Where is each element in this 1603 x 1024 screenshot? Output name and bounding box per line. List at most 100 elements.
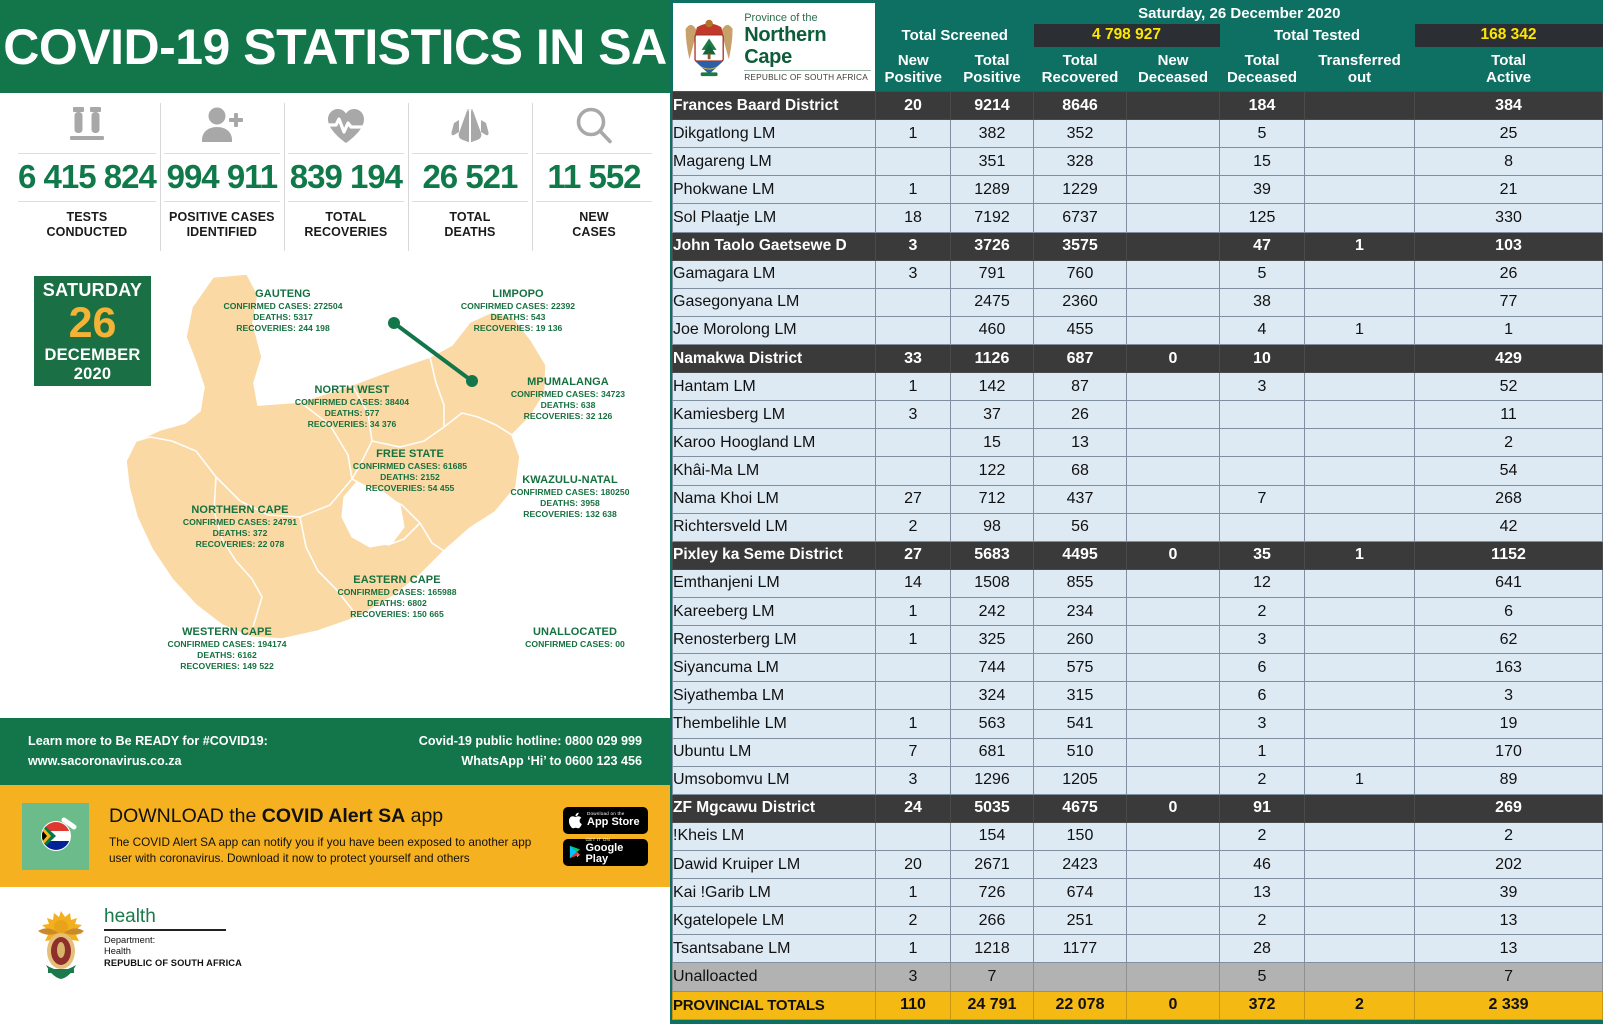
left-summary-panel: COVID-19 STATISTICS IN SA 6 415 824 TEST… (0, 0, 670, 1024)
play-main: Google Play (585, 841, 624, 866)
cell-total-deceased: 7 (1219, 484, 1305, 514)
cell-total-deceased: 5 (1219, 119, 1305, 149)
cell-total-active: 429 (1413, 343, 1603, 374)
cell-transferred-out (1304, 934, 1415, 964)
app-store-badge[interactable]: Download on the App Store (563, 806, 648, 834)
cell-transferred-out: 1 (1304, 765, 1415, 795)
province-deaths: DEATHS: 543 (490, 312, 546, 323)
cell-total-recovered: 315 (1033, 681, 1127, 711)
municipality-row: Renosterberg LM 1 325 260 3 62 (672, 625, 1603, 655)
province-label-eastern-cape: EASTERN CAPE CONFIRMED CASES: 165988 DEA… (292, 573, 502, 620)
row-name: Frances Baard District (672, 90, 876, 121)
cell-total-active: 170 (1413, 737, 1603, 767)
cell-new-deceased (1126, 709, 1220, 739)
province-deaths: DEATHS: 5317 (253, 312, 313, 323)
cell-total-positive: 98 (950, 512, 1034, 542)
cell-total-active: 7 (1413, 962, 1603, 992)
northern-cape-coat-of-arms-icon (685, 19, 733, 77)
stat-value: 839 194 (287, 153, 404, 202)
cell-transferred-out (1304, 906, 1415, 936)
cell-new-deceased (1126, 653, 1220, 683)
cell-total-deceased: 6 (1219, 653, 1305, 683)
municipality-row: Kgatelopele LM 2 266 251 2 13 (672, 906, 1603, 936)
cell-total-deceased: 12 (1219, 568, 1305, 598)
municipality-row: Kareeberg LM 1 242 234 2 6 (672, 596, 1603, 627)
sa-coat-of-arms-icon (38, 911, 84, 979)
row-name: Pixley ka Seme District (672, 540, 876, 570)
cell-new-deceased (1126, 90, 1220, 121)
cell-transferred-out (1304, 90, 1415, 121)
cell-new-deceased (1126, 934, 1220, 964)
cell-new-positive: 24 (875, 793, 951, 823)
cell-total-positive: 7 (950, 962, 1034, 992)
cell-total-active: 13 (1413, 934, 1603, 964)
row-name: Umsobomvu LM (672, 765, 876, 795)
cell-new-deceased (1126, 821, 1220, 851)
crest-wordmark: Province of the Northern Cape REPUBLIC O… (744, 12, 871, 83)
cell-total-deceased (1219, 428, 1305, 458)
covid-info-bar: Learn more to Be READY for #COVID19: www… (0, 718, 670, 785)
total-screened-value: 4 798 927 (1033, 24, 1220, 47)
cell-new-positive: 1 (875, 625, 951, 655)
row-name: Siyathemba LM (672, 681, 876, 711)
cell-total-positive: 3726 (950, 231, 1034, 261)
row-name: Kgatelopele LM (672, 906, 876, 936)
province-cases: CONFIRMED CASES: 00 (525, 639, 625, 650)
cell-total-positive: 242 (950, 596, 1034, 627)
cell-new-deceased (1126, 175, 1220, 205)
cell-total-recovered: 87 (1033, 372, 1127, 402)
cell-total-recovered: 328 (1033, 147, 1127, 177)
cell-total-recovered: 2360 (1033, 287, 1127, 317)
column-header-total-positive: Total Positive (950, 46, 1034, 92)
row-name: Gamagara LM (672, 259, 876, 289)
website-link[interactable]: www.sacoronavirus.co.za (28, 753, 182, 768)
table-header-row-2: Total Screened 4 798 927 Total Tested 16… (673, 24, 1603, 47)
cell-transferred-out (1304, 484, 1415, 514)
whatsapp-line: WhatsApp ‘Hi’ to 0600 123 456 (461, 753, 642, 768)
district-row: Namakwa District 33 1126 687 0 10 429 (672, 343, 1603, 374)
cell-total-deceased: 2 (1219, 596, 1305, 627)
cell-total-active: 62 (1413, 625, 1603, 655)
province-name: WESTERN CAPE (182, 626, 272, 638)
municipality-row: !Kheis LM 154 150 2 2 (672, 821, 1603, 851)
map-landmass (125, 273, 547, 640)
cell-total-active: 39 (1413, 878, 1603, 908)
cell-total-positive: 154 (950, 821, 1034, 851)
cell-new-deceased (1126, 287, 1220, 317)
cell-total-recovered: 26 (1033, 400, 1127, 430)
cell-transferred-out (1304, 737, 1415, 767)
province-label-limpopo: LIMPOPO CONFIRMED CASES: 22392 DEATHS: 5… (418, 287, 618, 334)
cell-new-positive (875, 287, 951, 317)
cell-total-recovered: 541 (1033, 709, 1127, 739)
cell-total-active: 202 (1413, 849, 1603, 880)
crest-line2: Northern Cape (744, 23, 827, 68)
province-recoveries: RECOVERIES: 132 638 (523, 509, 617, 520)
municipality-row: Kai !Garib LM 1 726 674 13 39 (672, 878, 1603, 908)
municipality-row: Hantam LM 1 142 87 3 52 (672, 372, 1603, 402)
cell-new-deceased (1126, 231, 1220, 261)
google-play-badge[interactable]: GET IT ON Google Play (563, 837, 648, 866)
cell-new-deceased (1126, 203, 1220, 233)
cell-total-active: 8 (1413, 147, 1603, 177)
province-name: KWAZULU-NATAL (522, 474, 618, 486)
stat-label: TOTAL DEATHS (444, 210, 495, 241)
province-recoveries: RECOVERIES: 32 126 (523, 411, 613, 422)
province-cases: CONFIRMED CASES: 61685 (352, 461, 468, 472)
province-name: NORTH WEST (314, 384, 390, 396)
cell-new-deceased: 0 (1126, 793, 1220, 823)
province-cases: CONFIRMED CASES: 194174 (167, 639, 287, 650)
cell-total-active: 1 (1413, 315, 1603, 345)
south-africa-map (125, 273, 547, 640)
cell-total-deceased: 125 (1219, 203, 1305, 233)
cell-new-deceased (1126, 568, 1220, 598)
municipality-row: Richtersveld LM 2 98 56 42 (672, 512, 1603, 542)
province-cases: CONFIRMED CASES: 272504 (223, 301, 343, 312)
cell-total-recovered: 234 (1033, 596, 1127, 627)
date-month: DECEMBER (44, 345, 141, 364)
cell-total-deceased: 47 (1219, 231, 1305, 261)
covid-alert-app-banner: DOWNLOAD the COVID Alert SA app The COVI… (0, 785, 670, 887)
cell-new-deceased (1126, 849, 1220, 880)
app-banner-text: DOWNLOAD the COVID Alert SA app The COVI… (89, 805, 563, 867)
cell-total-deceased: 3 (1219, 709, 1305, 739)
province-cases: CONFIRMED CASES: 22392 (460, 301, 576, 312)
